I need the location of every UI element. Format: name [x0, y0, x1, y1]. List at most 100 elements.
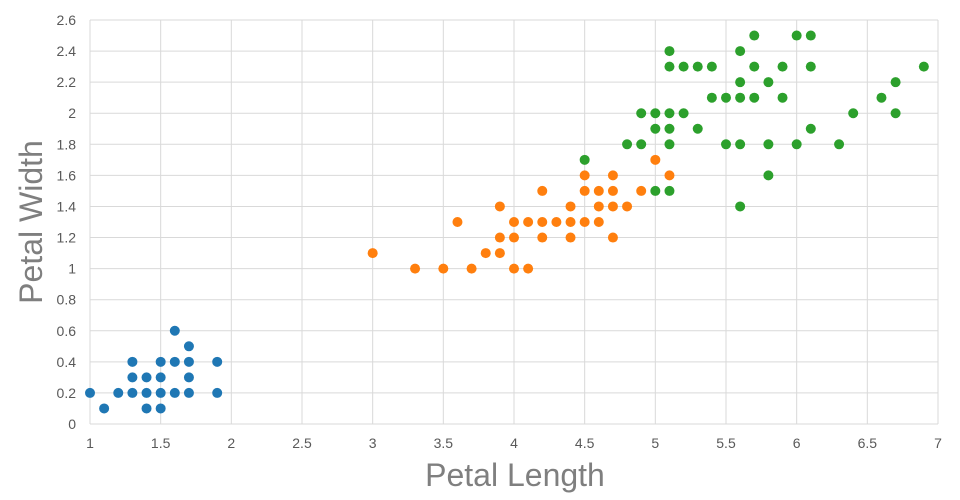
- data-point-series-3: [664, 46, 675, 57]
- data-point-series-2: [452, 217, 463, 227]
- data-point-series-2: [565, 232, 576, 243]
- data-point-series-2: [523, 263, 534, 274]
- x-tick-label: 6.5: [858, 435, 878, 451]
- data-point-series-2: [664, 170, 675, 181]
- x-tick-label: 2.5: [292, 435, 312, 451]
- x-tick-label: 3: [369, 435, 377, 451]
- y-tick-label: 2.4: [57, 43, 77, 59]
- data-point-series-2: [579, 217, 590, 227]
- data-point-series-3: [791, 139, 802, 150]
- data-point-series-3: [692, 123, 703, 134]
- data-point-series-3: [918, 61, 929, 72]
- x-tick-label: 4.5: [575, 435, 595, 451]
- data-point-series-3: [749, 30, 760, 41]
- data-point-series-2: [480, 248, 491, 259]
- data-point-series-3: [678, 108, 689, 119]
- data-point-series-3: [735, 139, 746, 150]
- data-point-series-3: [706, 92, 717, 103]
- data-point-series-3: [890, 77, 901, 88]
- data-point-series-3: [763, 77, 774, 88]
- data-point-series-3: [749, 92, 760, 103]
- y-tick-label: 1.4: [57, 198, 77, 214]
- data-point-series-2: [494, 248, 505, 259]
- y-tick-label: 2.6: [57, 12, 77, 28]
- x-tick-label: 6: [793, 435, 801, 451]
- data-point-series-2: [537, 232, 548, 243]
- x-tick-label: 7: [934, 435, 942, 451]
- data-point-series-2: [438, 263, 449, 274]
- x-tick-label: 4: [510, 435, 518, 451]
- data-point-series-1: [155, 387, 166, 398]
- data-point-series-3: [735, 77, 746, 88]
- y-axis-ticks: 0 0.2 0.4 0.6 0.8 1 1.2 1.4 1.6 1.8 2 2.2 2.4 2.6: [57, 12, 77, 432]
- data-point-series-2: [607, 201, 618, 212]
- data-point-series-2: [509, 217, 519, 227]
- x-tick-label: 5: [651, 435, 659, 451]
- x-tick-label: 5.5: [716, 435, 736, 451]
- data-point-series-3: [791, 30, 802, 41]
- data-point-series-3: [805, 123, 816, 134]
- data-point-series-2: [509, 263, 519, 274]
- data-point-series-3: [664, 139, 675, 150]
- data-point-series-1: [85, 387, 95, 398]
- data-point-series-2: [410, 263, 421, 274]
- data-point-series-2: [593, 217, 604, 227]
- y-axis-title: Petal Width: [13, 140, 49, 304]
- y-tick-label: 0: [68, 416, 76, 432]
- data-point-series-2: [523, 217, 534, 227]
- data-point-series-3: [692, 61, 703, 72]
- data-point-series-2: [494, 232, 505, 243]
- data-point-series-1: [183, 372, 194, 383]
- data-point-series-3: [636, 139, 647, 150]
- data-point-series-1: [155, 372, 166, 383]
- data-point-series-1: [169, 387, 180, 398]
- x-tick-label: 1.5: [151, 435, 171, 451]
- data-point-series-3: [805, 61, 816, 72]
- data-point-series-3: [777, 61, 788, 72]
- data-point-series-1: [113, 387, 124, 398]
- data-point-series-1: [183, 341, 194, 352]
- data-point-series-3: [735, 46, 746, 57]
- data-point-series-1: [141, 372, 152, 383]
- data-point-series-3: [890, 108, 901, 119]
- data-point-series-1: [99, 403, 110, 414]
- data-point-series-1: [155, 403, 166, 414]
- data-point-series-2: [607, 170, 618, 181]
- data-point-series-2: [537, 185, 548, 196]
- data-point-series-2: [494, 201, 505, 212]
- data-point-series-3: [777, 92, 788, 103]
- data-point-series-3: [721, 139, 731, 150]
- data-point-series-3: [650, 185, 661, 196]
- data-point-series-1: [183, 356, 194, 367]
- data-point-series-3: [650, 108, 661, 119]
- y-tick-label: 2.2: [57, 74, 77, 90]
- data-point-series-3: [749, 61, 760, 72]
- data-point-series-1: [141, 403, 152, 414]
- data-point-series-1: [212, 387, 223, 398]
- data-point-series-3: [763, 139, 774, 150]
- data-point-series-3: [805, 30, 816, 41]
- data-point-series-3: [664, 108, 675, 119]
- data-point-series-1: [141, 387, 152, 398]
- data-point-series-2: [537, 217, 548, 227]
- data-point-series-3: [735, 201, 746, 212]
- data-point-series-2: [622, 201, 633, 212]
- y-tick-label: 1.8: [57, 136, 77, 152]
- data-point-series-1: [127, 372, 138, 383]
- data-point-series-2: [607, 185, 618, 196]
- data-point-series-3: [664, 123, 675, 134]
- y-tick-label: 0.8: [57, 292, 77, 308]
- data-point-series-2: [607, 232, 618, 243]
- data-point-series-2: [636, 185, 647, 196]
- data-point-series-3: [636, 108, 647, 119]
- data-point-series-3: [721, 92, 731, 103]
- data-point-series-1: [155, 356, 166, 367]
- data-point-series-3: [664, 61, 675, 72]
- data-point-series-3: [735, 92, 746, 103]
- data-point-series-2: [593, 185, 604, 196]
- data-point-series-3: [876, 92, 887, 103]
- y-tick-label: 2: [68, 105, 76, 121]
- data-point-series-1: [169, 325, 180, 336]
- data-point-series-1: [127, 387, 138, 398]
- data-point-series-3: [763, 170, 774, 181]
